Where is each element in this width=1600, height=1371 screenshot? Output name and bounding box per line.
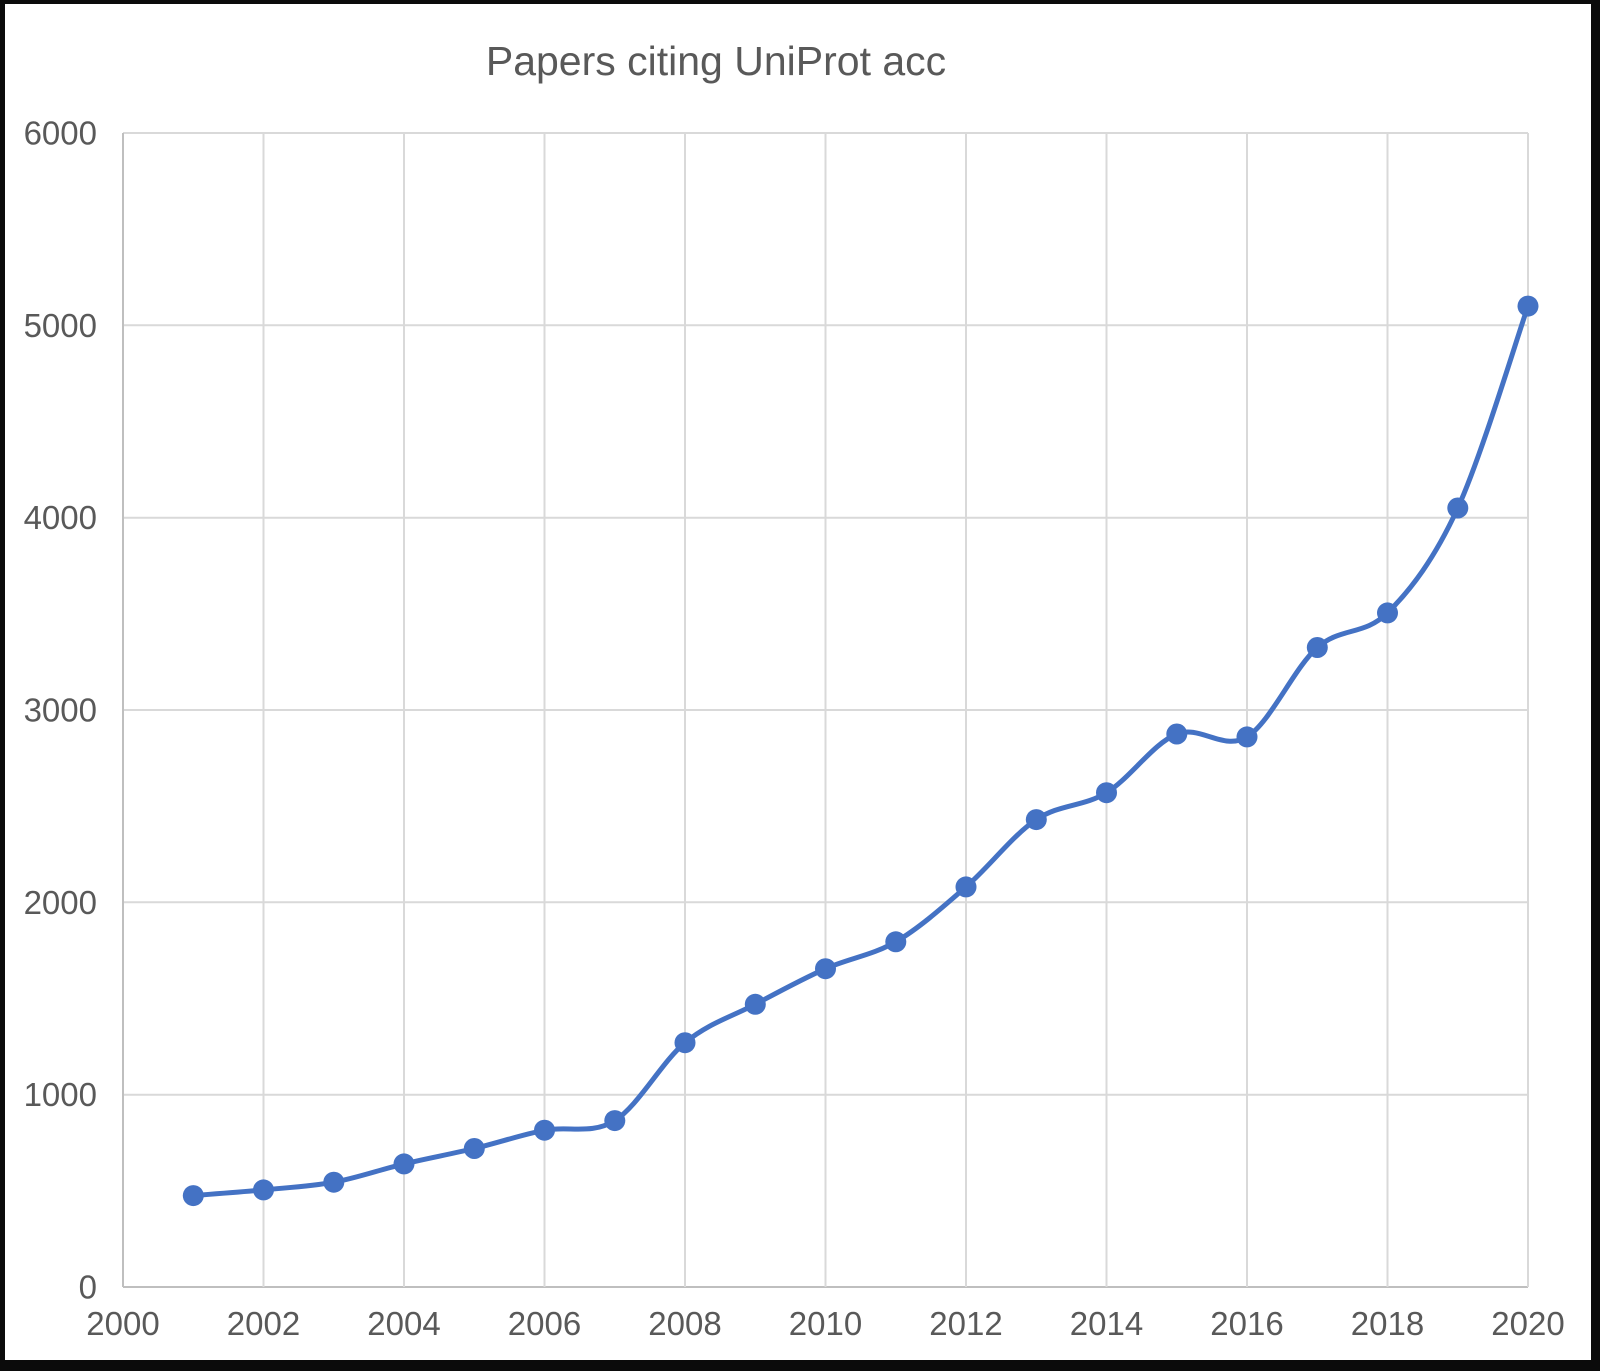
x-tick-label: 2000 <box>86 1305 159 1342</box>
x-tick-label: 2006 <box>508 1305 581 1342</box>
data-point-2011 <box>885 931 907 953</box>
x-tick-label: 2014 <box>1070 1305 1143 1342</box>
x-tick-label: 2020 <box>1491 1305 1564 1342</box>
chart-title: Papers citing UniProt acc <box>485 38 947 84</box>
data-point-2017 <box>1306 637 1328 658</box>
x-tick-label: 2016 <box>1210 1305 1283 1342</box>
y-tick-label: 4000 <box>24 499 97 536</box>
data-point-2001 <box>182 1185 204 1207</box>
data-line <box>190 303 1531 1199</box>
x-tick-label: 2004 <box>367 1305 440 1342</box>
data-point-2016 <box>1236 726 1258 748</box>
x-tick-label: 2008 <box>648 1305 721 1342</box>
y-tick-label: 2000 <box>24 884 97 921</box>
line-chart-svg: 0 1000 2000 3000 4000 5000 6000 2000 2002 2004 200… <box>24 115 1565 1343</box>
y-tick-label: 5000 <box>24 307 97 344</box>
data-point-2006 <box>534 1119 555 1141</box>
y-tick-label: 1000 <box>24 1076 97 1113</box>
data-point-2013 <box>1025 809 1047 831</box>
data-point-2019 <box>1447 497 1469 519</box>
data-point-2020 <box>1517 295 1539 317</box>
data-point-2014 <box>1096 782 1117 804</box>
data-point-2015 <box>1166 723 1188 745</box>
x-tick-label: 2010 <box>789 1305 862 1342</box>
data-point-2018 <box>1377 602 1398 624</box>
data-point-2010 <box>815 958 836 980</box>
y-tick-label: 3000 <box>24 692 97 729</box>
data-point-2002 <box>253 1179 274 1201</box>
x-tick-label: 2018 <box>1351 1305 1424 1342</box>
y-tick-label: 6000 <box>24 115 97 152</box>
data-point-2009 <box>744 993 766 1015</box>
data-point-2003 <box>323 1171 345 1193</box>
data-point-2012 <box>955 876 977 898</box>
x-tick-label: 2002 <box>227 1305 300 1342</box>
data-point-2004 <box>393 1153 415 1175</box>
data-point-2008 <box>674 1032 696 1054</box>
y-tick-label: 0 <box>79 1269 97 1306</box>
data-point-2005 <box>463 1138 485 1159</box>
data-point-2007 <box>604 1110 626 1132</box>
x-tick-label: 2012 <box>929 1305 1002 1342</box>
